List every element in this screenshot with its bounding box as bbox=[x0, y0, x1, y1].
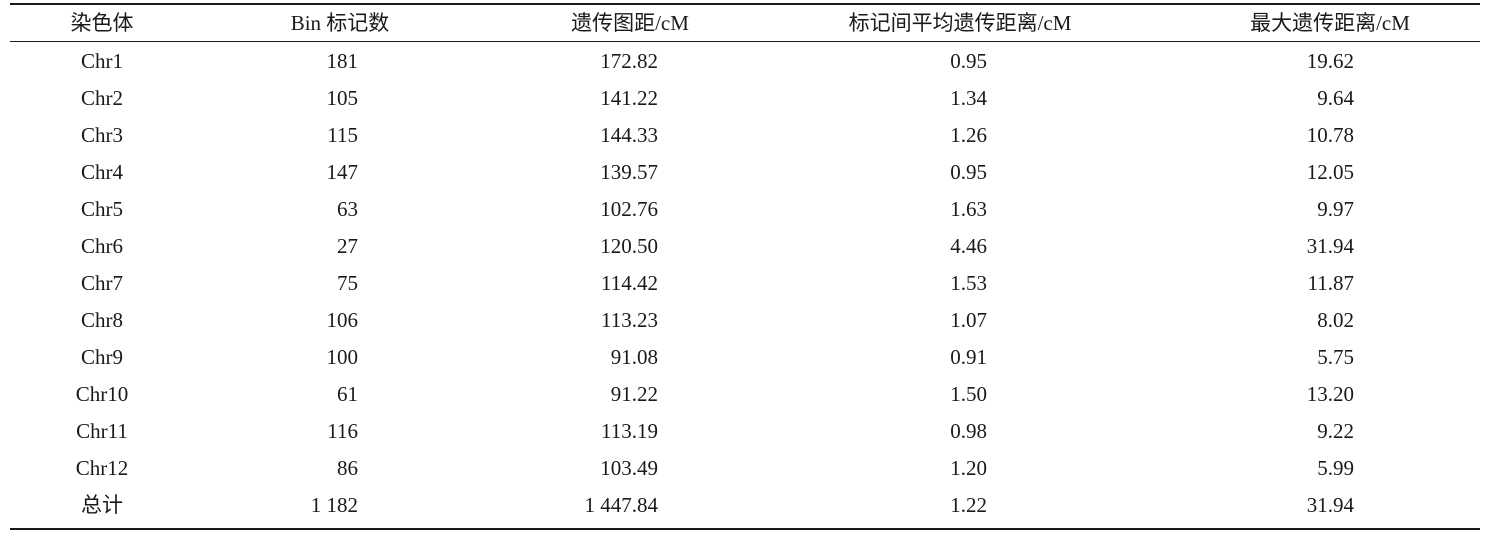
chromosome-cell: Chr1 bbox=[81, 49, 123, 73]
max-distance-cell: 9.22 bbox=[1317, 419, 1354, 443]
max-distance-cell: 5.75 bbox=[1317, 345, 1354, 369]
avg-distance-cell: 1.53 bbox=[950, 271, 987, 295]
max-distance-cell: 9.64 bbox=[1317, 86, 1354, 110]
table-row: Chr2 105 141.22 1.34 9.64 bbox=[10, 80, 1480, 117]
chromosome-cell: Chr2 bbox=[81, 86, 123, 110]
table-row: Chr5 63 102.76 1.63 9.97 bbox=[10, 191, 1480, 228]
avg-distance-cell: 1.20 bbox=[950, 456, 987, 480]
table-row: Chr8 106 113.23 1.07 8.02 bbox=[10, 302, 1480, 339]
table-row: Chr10 61 91.22 1.50 13.20 bbox=[10, 376, 1480, 413]
bin-count-cell: 63 bbox=[337, 197, 358, 221]
header-chromosome: 染色体 bbox=[70, 11, 134, 35]
table-row: Chr6 27 120.50 4.46 31.94 bbox=[10, 228, 1480, 265]
chromosome-cell: Chr11 bbox=[76, 419, 128, 443]
bin-count-cell: 105 bbox=[326, 86, 359, 110]
map-distance-cell: 172.82 bbox=[600, 49, 658, 73]
map-distance-cell: 102.76 bbox=[600, 197, 658, 221]
header-genetic-map-distance: 遗传图距/cM bbox=[571, 11, 689, 35]
map-distance-cell: 139.57 bbox=[600, 160, 658, 184]
chromosome-cell: Chr8 bbox=[81, 308, 123, 332]
chromosome-cell: Chr10 bbox=[75, 382, 129, 406]
avg-distance-cell: 4.46 bbox=[950, 234, 987, 258]
map-distance-cell: 144.33 bbox=[600, 123, 658, 147]
chromosome-cell: Chr5 bbox=[81, 197, 123, 221]
table-top-rule bbox=[10, 3, 1480, 5]
map-distance-cell: 141.22 bbox=[600, 86, 658, 110]
table-bottom-rule bbox=[10, 528, 1480, 530]
header-max-genetic-distance: 最大遗传距离/cM bbox=[1250, 11, 1410, 35]
bin-count-cell: 181 bbox=[326, 49, 359, 73]
table-row: Chr7 75 114.42 1.53 11.87 bbox=[10, 265, 1480, 302]
bin-count-cell: 75 bbox=[337, 271, 358, 295]
avg-distance-cell: 1.63 bbox=[950, 197, 987, 221]
table-header-rule bbox=[10, 41, 1480, 42]
avg-distance-cell: 1.26 bbox=[950, 123, 987, 147]
max-distance-cell: 11.87 bbox=[1307, 271, 1354, 295]
bin-count-cell: 1 182 bbox=[310, 493, 358, 517]
chromosome-cell: Chr12 bbox=[75, 456, 129, 480]
max-distance-cell: 12.05 bbox=[1306, 160, 1354, 184]
avg-distance-cell: 1.50 bbox=[950, 382, 987, 406]
map-distance-cell: 114.42 bbox=[601, 271, 658, 295]
map-distance-cell: 103.49 bbox=[600, 456, 658, 480]
chromosome-cell: Chr9 bbox=[81, 345, 123, 369]
bin-count-cell: 147 bbox=[326, 160, 359, 184]
bin-count-cell: 86 bbox=[337, 456, 358, 480]
avg-distance-cell: 0.95 bbox=[950, 160, 987, 184]
bin-count-cell: 61 bbox=[337, 382, 358, 406]
avg-distance-cell: 1.07 bbox=[950, 308, 987, 332]
max-distance-cell: 13.20 bbox=[1306, 382, 1354, 406]
chromosome-cell: Chr7 bbox=[81, 271, 123, 295]
max-distance-cell: 9.97 bbox=[1317, 197, 1354, 221]
table-header-row: 染色体 Bin 标记数 遗传图距/cM 标记间平均遗传距离/cM 最大遗传距离/… bbox=[10, 6, 1480, 40]
bin-count-cell: 116 bbox=[327, 419, 358, 443]
chromosome-cell: Chr3 bbox=[81, 123, 123, 147]
max-distance-cell: 5.99 bbox=[1317, 456, 1354, 480]
table-row: Chr4 147 139.57 0.95 12.05 bbox=[10, 154, 1480, 191]
table-row: Chr11 116 113.19 0.98 9.22 bbox=[10, 413, 1480, 450]
max-distance-cell: 10.78 bbox=[1306, 123, 1354, 147]
bin-count-cell: 100 bbox=[326, 345, 359, 369]
bin-count-cell: 115 bbox=[327, 123, 358, 147]
header-average-marker-distance: 标记间平均遗传距离/cM bbox=[848, 11, 1072, 35]
chromosome-cell: 总计 bbox=[81, 493, 123, 517]
avg-distance-cell: 1.22 bbox=[950, 493, 987, 517]
map-distance-cell: 91.22 bbox=[610, 382, 658, 406]
table-row: Chr1 181 172.82 0.95 19.62 bbox=[10, 43, 1480, 80]
table-total-row: 总计 1 182 1 447.84 1.22 31.94 bbox=[10, 487, 1480, 524]
table-row: Chr3 115 144.33 1.26 10.78 bbox=[10, 117, 1480, 154]
max-distance-cell: 31.94 bbox=[1306, 234, 1354, 258]
map-distance-cell: 113.23 bbox=[601, 308, 658, 332]
bin-count-cell: 27 bbox=[337, 234, 358, 258]
avg-distance-cell: 0.91 bbox=[950, 345, 987, 369]
avg-distance-cell: 0.98 bbox=[950, 419, 987, 443]
max-distance-cell: 31.94 bbox=[1306, 493, 1354, 517]
max-distance-cell: 8.02 bbox=[1317, 308, 1354, 332]
table-row: Chr9 100 91.08 0.91 5.75 bbox=[10, 339, 1480, 376]
avg-distance-cell: 1.34 bbox=[950, 86, 987, 110]
chromosome-cell: Chr6 bbox=[81, 234, 123, 258]
header-bin-marker-count: Bin 标记数 bbox=[290, 11, 390, 35]
map-distance-cell: 1 447.84 bbox=[584, 493, 659, 517]
map-distance-cell: 91.08 bbox=[610, 345, 658, 369]
map-distance-cell: 120.50 bbox=[600, 234, 658, 258]
map-distance-cell: 113.19 bbox=[601, 419, 658, 443]
chromosome-cell: Chr4 bbox=[81, 160, 123, 184]
bin-count-cell: 106 bbox=[326, 308, 359, 332]
table-row: Chr12 86 103.49 1.20 5.99 bbox=[10, 450, 1480, 487]
avg-distance-cell: 0.95 bbox=[950, 49, 987, 73]
max-distance-cell: 19.62 bbox=[1306, 49, 1354, 73]
